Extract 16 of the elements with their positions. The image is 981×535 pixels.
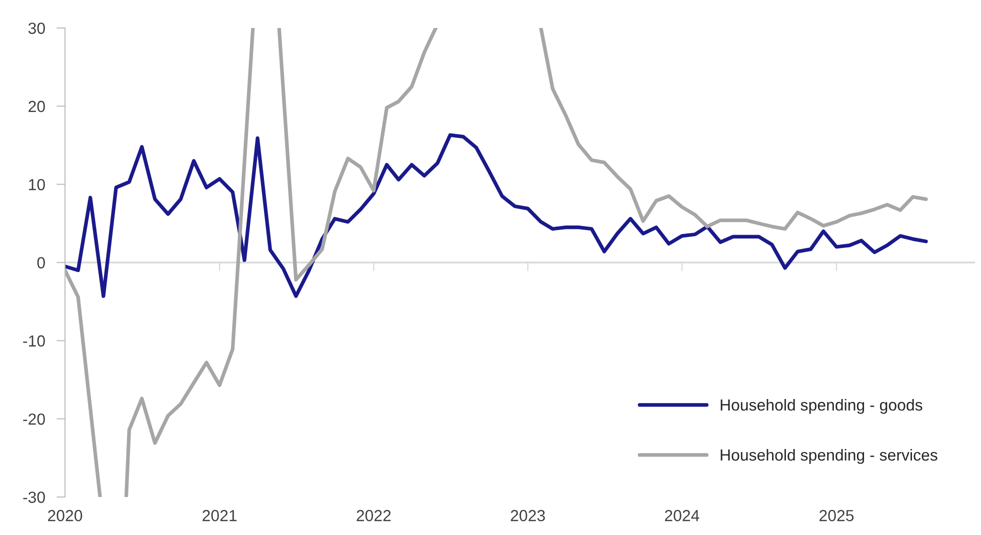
line-series	[65, 133, 928, 298]
legend-label: Household spending - services	[720, 448, 938, 464]
y-tick-label: 30	[28, 22, 45, 34]
x-tick-label: 2023	[510, 510, 545, 522]
y-tick-label: -30	[23, 492, 45, 503]
x-tick-label: 2022	[356, 510, 391, 522]
y-tick-label: -10	[23, 335, 45, 347]
y-tick-label: 0	[37, 257, 45, 268]
x-tick-label: 2021	[202, 510, 237, 522]
y-tick-label: -20	[23, 413, 45, 425]
x-tick-label: 2025	[820, 510, 854, 522]
x-tick-label: 2020	[48, 510, 82, 522]
y-tick-label: 10	[29, 178, 45, 190]
y-tick-label: 20	[28, 100, 45, 112]
x-tick-label: 2024	[664, 510, 700, 522]
legend-label: Household spending - goods	[720, 398, 922, 414]
